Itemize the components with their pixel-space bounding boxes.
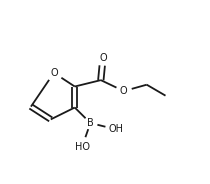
Text: O: O [99,53,107,63]
Text: O: O [50,68,58,78]
Text: OH: OH [109,124,124,135]
Text: HO: HO [75,142,89,152]
Text: O: O [120,86,128,96]
Text: B: B [87,118,94,128]
